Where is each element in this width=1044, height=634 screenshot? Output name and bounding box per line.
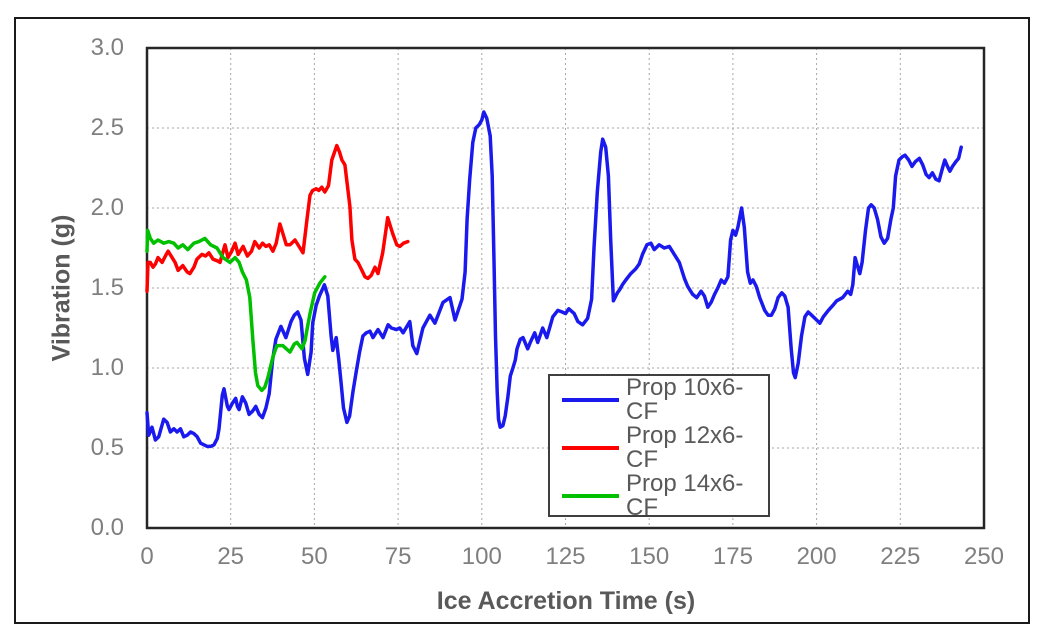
legend-label: Prop 12x6-CF bbox=[626, 422, 744, 473]
x-tick-label: 0 bbox=[140, 543, 154, 570]
legend-item-prop-12x6-cf: Prop 12x6-CF bbox=[562, 424, 768, 472]
series-line-prop-10x6-cf bbox=[145, 110, 963, 449]
y-tick-label: 0.0 bbox=[90, 514, 124, 541]
legend-swatch-red bbox=[562, 446, 619, 450]
series-line-prop-12x6-cf bbox=[145, 143, 410, 293]
x-tick-label: 75 bbox=[384, 543, 412, 570]
x-tick-label: 150 bbox=[629, 543, 670, 570]
legend: Prop 10x6-CF Prop 12x6-CF Prop 14x6-CF bbox=[548, 374, 770, 520]
y-tick-label: 0.5 bbox=[90, 434, 124, 461]
x-tick-label: 100 bbox=[461, 543, 502, 570]
legend-swatch-blue bbox=[562, 398, 619, 402]
x-tick-label: 225 bbox=[880, 543, 921, 570]
y-tick-label: 3.0 bbox=[90, 34, 124, 61]
legend-label: Prop 10x6-CF bbox=[626, 374, 744, 425]
x-axis-title: Ice Accretion Time (s) bbox=[436, 587, 696, 615]
y-tick-label: 2.5 bbox=[90, 114, 124, 141]
x-tick-label: 175 bbox=[712, 543, 753, 570]
series-line-prop-14x6-cf bbox=[145, 228, 327, 393]
y-axis-title: Vibration (g) bbox=[47, 214, 76, 362]
legend-item-prop-10x6-cf: Prop 10x6-CF bbox=[562, 376, 768, 424]
y-tick-label: 2.0 bbox=[90, 194, 124, 221]
y-tick-label: 1.0 bbox=[90, 354, 124, 381]
y-tick-label: 1.5 bbox=[90, 274, 124, 301]
x-tick-label: 200 bbox=[796, 543, 837, 570]
x-tick-label: 25 bbox=[217, 543, 245, 570]
legend-swatch-green bbox=[562, 494, 619, 498]
legend-label: Prop 14x6-CF bbox=[626, 470, 744, 521]
x-tick-label: 250 bbox=[963, 543, 1005, 570]
x-tick-label: 125 bbox=[545, 543, 586, 570]
x-tick-label: 50 bbox=[301, 543, 328, 570]
legend-item-prop-14x6-cf: Prop 14x6-CF bbox=[562, 472, 768, 520]
